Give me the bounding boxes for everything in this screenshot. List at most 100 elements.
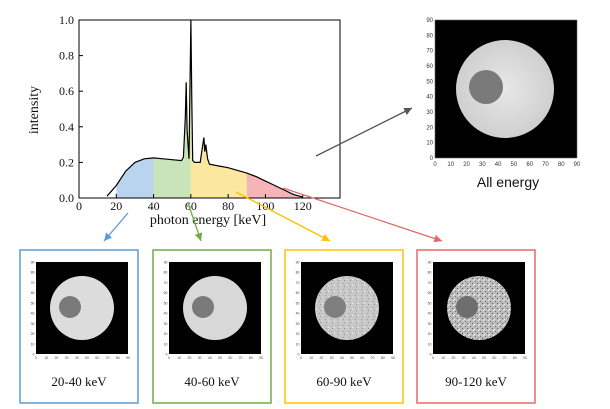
spectrum-chart: 0 20 40 60 80 100 120 0.00.20.40.60.81.0 photo… (27, 13, 341, 228)
image-y-tick-label: 50 (426, 79, 433, 85)
image-x-tick-label: 30 (462, 356, 466, 360)
image-x-tick-label: 90 (574, 162, 581, 168)
image-x-tick-label: 30 (65, 356, 69, 360)
phantom-disk (50, 276, 114, 340)
x-tick-label: 60 (185, 199, 197, 213)
arrow-to-all-energy (315, 107, 413, 157)
arrow-to-90-120 (282, 187, 443, 243)
energy-panels: 0 0 10 10 20 20 30 30 40 40 50 50 60 60 70 70 80 80 90 90 20… (19, 249, 536, 404)
image-x-tick-label: 40 (340, 356, 344, 360)
image-x-tick-label: 40 (75, 356, 79, 360)
image-y-tick-label: 30 (31, 322, 35, 326)
image-x-tick-label: 90 (391, 356, 395, 360)
image-x-tick-label: 80 (381, 356, 385, 360)
image-y-tick-label: 50 (164, 301, 168, 305)
all-energy-frame (434, 19, 578, 159)
image-y-tick-label: 90 (426, 18, 433, 24)
all-energy-ticks: 00 10 10 20 20 30 30 40 40 50 50 60 60 70 70 80 80 90 90 (426, 18, 581, 168)
image-x-tick-label: 10 (309, 356, 313, 360)
x-tick-label: 0 (76, 199, 82, 213)
image-y-tick-label: 0 (166, 353, 168, 357)
y-tick-label: 0.6 (59, 84, 74, 98)
image-y-tick-label: 60 (426, 64, 433, 70)
y-tick-label: 0.4 (59, 120, 74, 134)
image-x-tick-label: 20 (463, 162, 470, 168)
image-x-tick-label: 40 (472, 356, 476, 360)
arrow-to-40-60 (187, 202, 203, 242)
image-x-tick-label: 70 (106, 356, 110, 360)
phantom-insert (324, 296, 346, 318)
phantom-disk (315, 276, 379, 340)
phantom-insert (469, 70, 503, 104)
image-x-tick-label: 40 (208, 356, 212, 360)
image-y-tick-label: 80 (296, 271, 300, 275)
energy-band-20-40 (116, 157, 154, 198)
image-x-tick-label: 0 (168, 356, 170, 360)
phantom-insert (456, 296, 478, 318)
y-axis-label: intensity (27, 86, 42, 134)
energy-band-40-60 (153, 20, 191, 198)
image-x-tick-label: 50 (511, 162, 518, 168)
image-x-tick-label: 50 (218, 356, 222, 360)
arrow-to-20-40 (103, 212, 129, 242)
image-y-tick-label: 30 (296, 322, 300, 326)
plot-frame (78, 19, 341, 199)
image-y-tick-label: 10 (428, 342, 432, 346)
phantom-insert (59, 296, 81, 318)
image-y-tick-label: 0 (298, 353, 300, 357)
image-y-tick-label: 90 (31, 261, 35, 265)
x-tick-label: 80 (222, 199, 234, 213)
image-y-tick-label: 10 (426, 141, 433, 147)
image-y-tick-label: 90 (296, 261, 300, 265)
image-y-tick-label: 80 (428, 271, 432, 275)
image-y-tick-label: 40 (426, 95, 433, 101)
image-x-tick-label: 70 (503, 356, 507, 360)
image-x-tick-label: 30 (479, 162, 486, 168)
image-x-tick-label: 80 (558, 162, 565, 168)
image-y-tick-label: 70 (296, 281, 300, 285)
x-axis-label: photon energy [keV] (150, 213, 266, 228)
image-x-tick-label: 60 (360, 356, 364, 360)
image-x-tick-label: 90 (259, 356, 263, 360)
panel-20-40-kev: 0010102020303040405050606070708080909020… (19, 249, 139, 404)
image-y-tick-label: 60 (428, 291, 432, 295)
panel-40-60-kev: 0010102020303040405050606070708080909040… (152, 249, 272, 404)
image-y-tick-label: 20 (428, 332, 432, 336)
image-y-tick-label: 90 (164, 261, 168, 265)
image-y-tick-label: 30 (164, 322, 168, 326)
image-x-tick-label: 50 (482, 356, 486, 360)
image-y-tick-label: 40 (164, 312, 168, 316)
image-x-tick-label: 60 (492, 356, 496, 360)
image-y-tick-label: 70 (426, 49, 433, 55)
image-x-tick-label: 30 (330, 356, 334, 360)
x-tick-label: 40 (148, 199, 160, 213)
phantom-disk (183, 276, 247, 340)
panel-label: 40-60 keV (184, 374, 240, 389)
image-y-tick-label: 50 (31, 301, 35, 305)
image-x-tick-label: 80 (116, 356, 120, 360)
image-y-tick-label: 60 (296, 291, 300, 295)
image-x-tick-label: 10 (177, 356, 181, 360)
all-energy-image: 00 10 10 20 20 30 30 40 40 50 50 60 60 70 70 80 80 90 90 (426, 18, 581, 168)
y-tick-label: 1.0 (59, 13, 74, 27)
panel-label: 20-40 keV (51, 374, 107, 389)
image-y-tick-label: 20 (31, 332, 35, 336)
image-y-tick-label: 0 (430, 156, 434, 162)
energy-bands (116, 20, 303, 198)
image-y-tick-label: 80 (164, 271, 168, 275)
image-y-tick-label: 60 (164, 291, 168, 295)
image-x-tick-label: 60 (526, 162, 533, 168)
image-y-tick-label: 40 (296, 312, 300, 316)
image-x-tick-label: 50 (350, 356, 354, 360)
arrow-to-60-90 (235, 191, 331, 242)
image-y-tick-label: 50 (428, 301, 432, 305)
image-x-tick-label: 20 (451, 356, 455, 360)
phantom-disk (456, 40, 554, 138)
image-x-tick-label: 60 (95, 356, 99, 360)
image-x-tick-label: 0 (433, 162, 437, 168)
image-y-tick-label: 0 (430, 353, 432, 357)
image-y-tick-label: 10 (296, 342, 300, 346)
image-y-tick-label: 20 (296, 332, 300, 336)
image-y-tick-label: 90 (428, 261, 432, 265)
